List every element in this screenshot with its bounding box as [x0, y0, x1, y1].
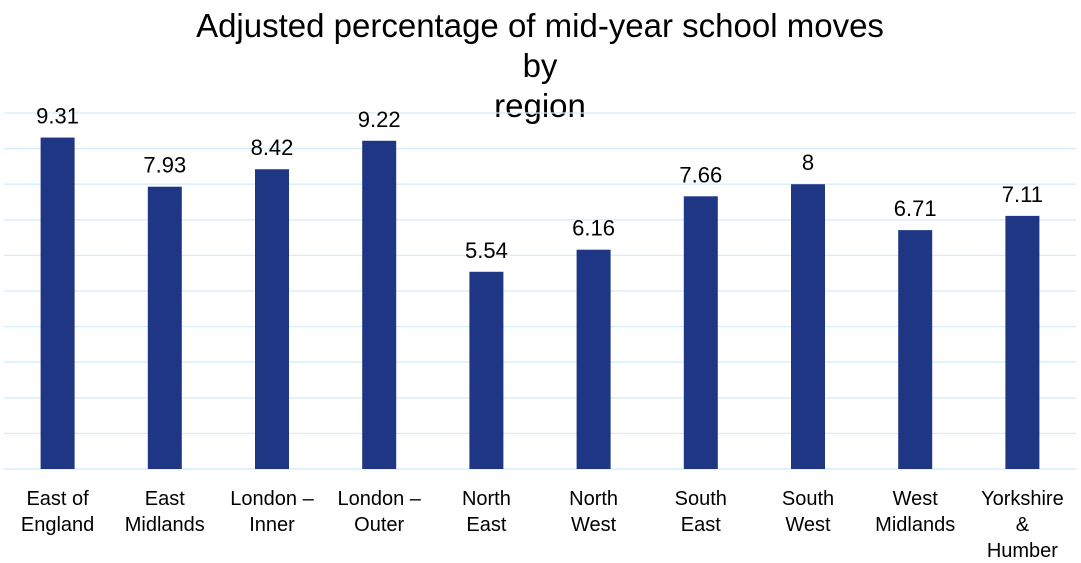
data-label: 7.66 [679, 162, 722, 187]
data-label: 7.93 [143, 153, 186, 178]
data-label: 6.71 [894, 196, 937, 221]
bar [147, 186, 182, 469]
category-label-line: & [1016, 514, 1030, 536]
category-label-line: London – [337, 488, 421, 510]
data-labels: 9.31 7.93 8.42 9.22 5.54 6.16 7.66 8 6.71 7.11 [36, 104, 1043, 263]
bar [576, 249, 611, 469]
chart-title-line-2: region [494, 87, 586, 124]
category-label-line: Outer [354, 514, 404, 536]
bar [1005, 215, 1040, 469]
bars [40, 137, 1040, 470]
bar [40, 137, 75, 469]
category-label-line: East [466, 514, 506, 536]
category-label: West Midlands [875, 488, 955, 536]
bar [362, 140, 397, 469]
category-label-line: South [782, 488, 834, 510]
category-label: London – Outer [337, 488, 421, 536]
category-label-line: West [785, 514, 831, 536]
bar [469, 271, 504, 469]
category-label: North West [569, 488, 618, 536]
category-label: East Midlands [125, 488, 205, 536]
category-label: South West [782, 488, 834, 536]
chart-title-line-1: Adjusted percentage of mid-year school m… [196, 7, 884, 84]
category-label: Yorkshire & Humber [981, 488, 1064, 562]
category-label: North East [462, 488, 511, 536]
category-label-line: England [21, 514, 94, 536]
data-label: 9.22 [358, 107, 401, 132]
bar [791, 184, 825, 469]
category-label-line: London – [230, 488, 314, 510]
bar [255, 169, 289, 470]
category-label-line: Inner [249, 514, 295, 536]
category-label-line: Yorkshire [981, 488, 1064, 510]
category-label-line: East [145, 488, 185, 510]
category-label-line: West [571, 514, 617, 536]
data-label: 8 [802, 150, 814, 175]
category-label: London – Inner [230, 488, 314, 536]
chart-title: Adjusted percentage of mid-year school m… [190, 6, 890, 126]
data-label: 8.42 [251, 135, 294, 160]
category-label: East of England [21, 488, 94, 536]
data-label: 9.31 [36, 104, 79, 129]
data-label: 7.11 [1002, 182, 1043, 207]
category-label-line: East [681, 514, 721, 536]
category-label-line: South [675, 488, 727, 510]
category-label-line: Midlands [125, 514, 205, 536]
category-label-line: Humber [987, 540, 1058, 562]
bar [898, 230, 933, 469]
gridlines [4, 112, 1076, 470]
bar [683, 196, 718, 469]
category-label: South East [675, 488, 727, 536]
category-label-line: North [569, 488, 618, 510]
data-label: 6.16 [572, 216, 615, 241]
category-label-line: East of [26, 488, 89, 510]
category-label-line: North [462, 488, 511, 510]
category-label-line: West [893, 488, 939, 510]
category-label-line: Midlands [875, 514, 955, 536]
data-label: 5.54 [465, 238, 508, 263]
